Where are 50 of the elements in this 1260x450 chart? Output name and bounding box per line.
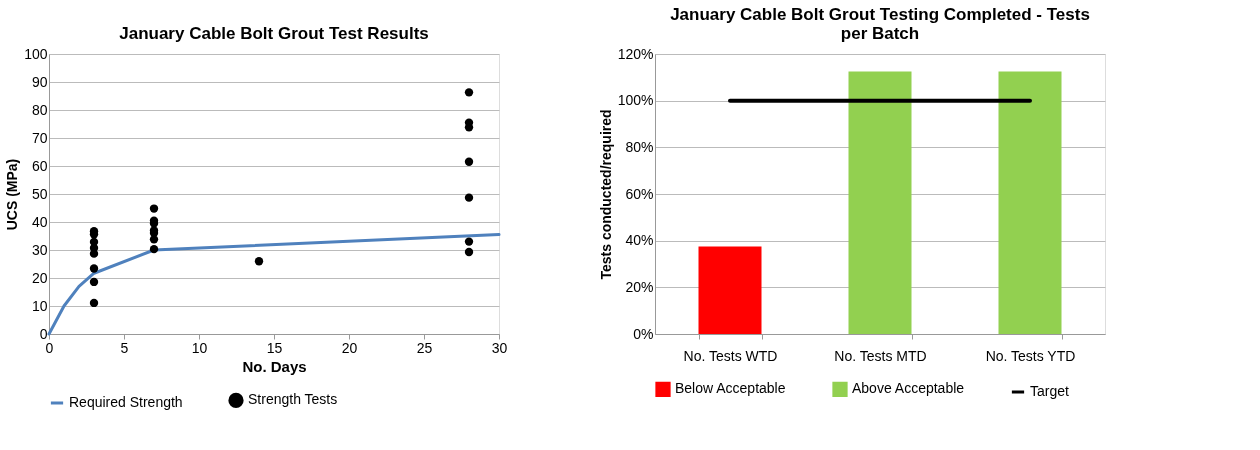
y-tick-label: 60%	[625, 185, 654, 202]
x-axis-title: No. Days	[242, 357, 307, 375]
legend-label: Below Acceptable	[675, 380, 786, 397]
y-tick-label: 100%	[617, 92, 654, 109]
point	[149, 235, 159, 244]
y-tick-label: 20	[31, 269, 48, 286]
point	[149, 244, 159, 254]
point	[89, 264, 99, 273]
point	[89, 277, 99, 287]
x-tick-label: 30	[491, 339, 508, 356]
legend-label: Strength Tests	[248, 391, 338, 408]
point	[89, 298, 99, 308]
y-tick-label: 90	[31, 73, 48, 90]
legend-label: Above Acceptable	[852, 380, 965, 397]
y-tick-label: 70	[31, 129, 48, 146]
x-tick-label: 20	[341, 339, 358, 356]
point	[464, 123, 474, 132]
x-tick-label: 10	[191, 339, 208, 356]
y-tick-label: 10	[31, 297, 48, 314]
x-tick-label: No. Tests YTD	[985, 347, 1076, 364]
chart-title: January Cable Bolt Grout Testing Completed - Tests per Batch	[670, 5, 1090, 43]
y-tick-label: 0	[39, 325, 48, 342]
point	[464, 157, 474, 166]
legend-label: Target	[1030, 383, 1070, 399]
point	[254, 257, 264, 266]
x-tick-label: 5	[120, 339, 129, 356]
y-tick-label: 0%	[633, 325, 654, 342]
point	[149, 204, 159, 213]
x-tick-label: 25	[416, 339, 433, 356]
y-axis-title: UCS (MPa)	[4, 158, 21, 231]
x-tick-label: No. Tests MTD	[834, 347, 927, 364]
y-tick-label: 80	[31, 101, 48, 118]
y-tick-label: 100	[24, 45, 48, 62]
chart-title: January Cable Bolt Grout Test Results	[119, 24, 429, 43]
y-tick-label: 120%	[617, 45, 654, 62]
y-tick-label: 20%	[625, 278, 654, 295]
y-tick-label: 30	[31, 241, 48, 258]
legend-label: Required Strength	[69, 394, 183, 410]
x-tick-label: No. Tests WTD	[683, 347, 778, 364]
y-axis-title: Tests conducted/required	[597, 109, 614, 280]
y-tick-label: 80%	[625, 138, 654, 155]
y-tick-label: 40%	[625, 232, 654, 249]
point	[464, 88, 474, 97]
y-tick-label: 60	[31, 157, 48, 174]
y-tick-label: 50	[31, 185, 48, 202]
point	[464, 247, 474, 257]
y-tick-label: 40	[31, 213, 48, 230]
x-tick-label: 15	[266, 339, 283, 356]
point	[464, 237, 474, 246]
point	[464, 193, 474, 202]
